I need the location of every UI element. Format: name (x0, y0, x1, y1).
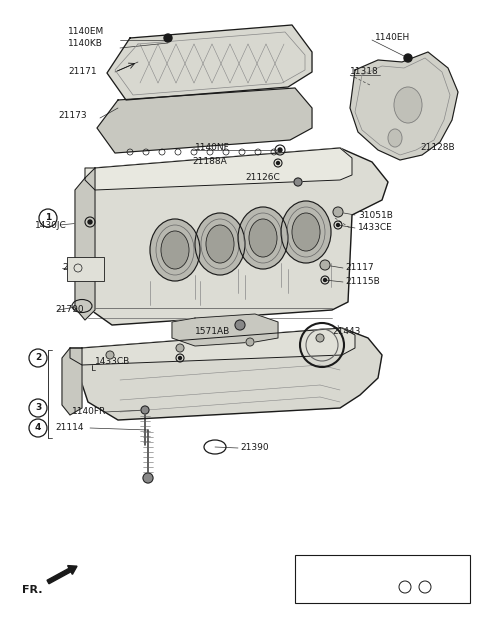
Text: 1430JC: 1430JC (35, 221, 67, 229)
Polygon shape (172, 314, 278, 346)
Text: 2: 2 (35, 353, 41, 363)
Text: 1140KB: 1140KB (68, 40, 103, 48)
Polygon shape (62, 348, 82, 415)
Ellipse shape (150, 219, 200, 281)
Text: THE NO. 21110B :: THE NO. 21110B : (300, 583, 383, 591)
Text: 21390: 21390 (240, 443, 269, 453)
Circle shape (88, 220, 92, 224)
Polygon shape (75, 168, 95, 320)
Text: 1140NF: 1140NF (195, 143, 230, 153)
Circle shape (235, 320, 245, 330)
Ellipse shape (388, 129, 402, 147)
Circle shape (164, 34, 172, 42)
Text: 21171: 21171 (68, 68, 96, 76)
Text: 21128B: 21128B (420, 143, 455, 153)
Ellipse shape (161, 231, 189, 269)
Circle shape (246, 338, 254, 346)
Ellipse shape (292, 213, 320, 251)
Polygon shape (70, 328, 355, 365)
FancyBboxPatch shape (295, 555, 470, 603)
Text: 11318: 11318 (350, 68, 379, 76)
Circle shape (336, 223, 339, 226)
Text: 21126C: 21126C (245, 174, 280, 182)
Circle shape (316, 334, 324, 342)
Circle shape (176, 344, 184, 352)
Text: 21188A: 21188A (192, 157, 227, 167)
Text: 21031: 21031 (62, 264, 91, 273)
Text: 3: 3 (35, 404, 41, 412)
Circle shape (179, 356, 181, 360)
Text: 1433CB: 1433CB (95, 358, 130, 366)
Text: 1140EM: 1140EM (68, 27, 104, 37)
Text: 21114: 21114 (55, 423, 84, 433)
Polygon shape (350, 52, 458, 160)
Polygon shape (107, 25, 312, 100)
Ellipse shape (394, 87, 422, 123)
Circle shape (276, 161, 279, 164)
Text: 21790: 21790 (55, 306, 84, 314)
Circle shape (294, 178, 302, 186)
Text: 1433CE: 1433CE (358, 223, 393, 232)
Ellipse shape (281, 201, 331, 263)
Text: ~: ~ (413, 583, 420, 591)
Polygon shape (97, 88, 312, 153)
Polygon shape (80, 328, 382, 420)
Ellipse shape (249, 219, 277, 257)
Text: FR.: FR. (22, 585, 43, 595)
Text: 4: 4 (35, 423, 41, 433)
Text: 21443: 21443 (332, 327, 360, 337)
Text: 1140EH: 1140EH (375, 33, 410, 43)
Ellipse shape (195, 213, 245, 275)
FancyArrow shape (47, 565, 77, 584)
Circle shape (106, 351, 114, 359)
Polygon shape (85, 148, 352, 190)
Circle shape (333, 207, 343, 217)
Text: 4: 4 (422, 583, 427, 591)
Text: 21115B: 21115B (345, 278, 380, 286)
Circle shape (278, 148, 282, 152)
Text: 1571AB: 1571AB (195, 327, 230, 337)
Ellipse shape (206, 225, 234, 263)
Text: 1140FR: 1140FR (72, 407, 106, 417)
FancyBboxPatch shape (67, 257, 104, 281)
Circle shape (404, 54, 412, 62)
Circle shape (324, 278, 326, 281)
Ellipse shape (238, 207, 288, 269)
Text: 1: 1 (45, 213, 51, 223)
Circle shape (141, 406, 149, 414)
Circle shape (320, 260, 330, 270)
Circle shape (143, 473, 153, 483)
Polygon shape (85, 148, 388, 325)
Text: 1: 1 (403, 583, 408, 591)
Text: 21173: 21173 (58, 110, 86, 120)
Text: 31051B: 31051B (358, 211, 393, 219)
Text: 21117: 21117 (345, 264, 373, 273)
Text: NOTE: NOTE (300, 559, 328, 567)
